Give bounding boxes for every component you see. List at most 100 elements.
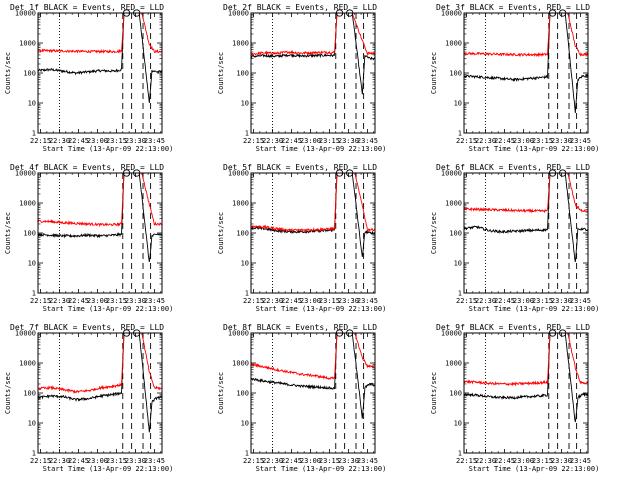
y-tick-label: 100 xyxy=(236,70,249,78)
y-tick-label: 10 xyxy=(241,260,249,268)
y-axis-label: Counts/sec xyxy=(4,212,12,254)
x-tick-label: 22:30 xyxy=(49,457,70,465)
chart-title: Det 6f BLACK = Events, RED = LLD xyxy=(436,163,590,172)
y-tick-label: 1000 xyxy=(445,200,462,208)
chart-panel-5: Det 5f BLACK = Events, RED = LLD Counts/s… xyxy=(217,163,386,313)
x-tick-label: 23:30 xyxy=(338,297,359,305)
y-axis-label: Counts/sec xyxy=(4,52,12,94)
plot-frame xyxy=(463,332,589,454)
y-tick-label: 10000 xyxy=(228,330,249,338)
x-tick-label: 22:15 xyxy=(30,297,51,305)
x-tick-label: 23:00 xyxy=(87,457,108,465)
x-tick-label: 23:15 xyxy=(106,297,127,305)
plot-frame xyxy=(37,12,163,134)
x-axis-label: Start Time (13-Apr-09 22:13:00) xyxy=(43,305,174,313)
y-tick-label: 1000 xyxy=(19,200,36,208)
y-tick-label: 1000 xyxy=(445,360,462,368)
chart-panel-2: Det 2f BLACK = Events, RED = LLD Counts/s… xyxy=(217,3,386,153)
y-tick-label: 10000 xyxy=(228,170,249,178)
y-tick-label: 10000 xyxy=(441,330,462,338)
x-tick-label: 23:15 xyxy=(532,297,553,305)
x-axis-label: Start Time (13-Apr-09 22:13:00) xyxy=(43,145,174,153)
y-tick-label: 10000 xyxy=(15,10,36,18)
y-tick-label: 1 xyxy=(458,450,462,458)
y-tick-label: 10000 xyxy=(441,10,462,18)
chart-panel-4: Det 4f BLACK = Events, RED = LLD Counts/s… xyxy=(4,163,173,313)
x-tick-label: 23:00 xyxy=(300,457,321,465)
series-line-events xyxy=(250,332,375,419)
x-tick-label: 22:45 xyxy=(68,297,89,305)
x-tick-label: 22:15 xyxy=(243,457,264,465)
series-line-events xyxy=(463,12,588,114)
x-tick-label: 22:45 xyxy=(281,137,302,145)
x-tick-label: 22:45 xyxy=(281,457,302,465)
x-tick-label: 22:15 xyxy=(456,297,477,305)
x-tick-label: 23:45 xyxy=(570,137,591,145)
chart-panel-6: Det 6f BLACK = Events, RED = LLD Counts/s… xyxy=(430,163,599,313)
y-tick-label: 1000 xyxy=(232,40,249,48)
x-tick-label: 22:30 xyxy=(475,137,496,145)
chart-title: Det 4f BLACK = Events, RED = LLD xyxy=(10,163,164,172)
y-tick-label: 1000 xyxy=(19,40,36,48)
series-line-events xyxy=(250,172,375,257)
y-tick-label: 100 xyxy=(236,390,249,398)
plot-frame xyxy=(463,12,589,134)
x-axis-label: Start Time (13-Apr-09 22:13:00) xyxy=(469,145,600,153)
series-line-events xyxy=(250,12,375,95)
x-tick-label: 22:45 xyxy=(494,297,515,305)
x-tick-label: 23:30 xyxy=(551,457,572,465)
y-tick-label: 1000 xyxy=(232,360,249,368)
y-tick-label: 1 xyxy=(245,130,249,138)
x-tick-label: 22:45 xyxy=(281,297,302,305)
y-axis-label: Counts/sec xyxy=(430,52,438,94)
y-tick-label: 100 xyxy=(236,230,249,238)
x-axis-label: Start Time (13-Apr-09 22:13:00) xyxy=(43,465,174,473)
y-tick-label: 10 xyxy=(28,260,36,268)
x-tick-label: 23:45 xyxy=(357,297,378,305)
x-tick-label: 22:30 xyxy=(262,457,283,465)
y-tick-label: 10 xyxy=(454,420,462,428)
y-tick-label: 10 xyxy=(28,420,36,428)
x-tick-label: 23:30 xyxy=(338,137,359,145)
x-axis-label: Start Time (13-Apr-09 22:13:00) xyxy=(256,305,387,313)
plot-frame xyxy=(37,332,163,454)
x-tick-label: 22:15 xyxy=(243,137,264,145)
x-axis-label: Start Time (13-Apr-09 22:13:00) xyxy=(469,305,600,313)
y-tick-label: 100 xyxy=(23,230,36,238)
x-axis-label: Start Time (13-Apr-09 22:13:00) xyxy=(469,465,600,473)
x-tick-label: 22:15 xyxy=(30,137,51,145)
y-tick-label: 100 xyxy=(449,230,462,238)
x-tick-label: 23:45 xyxy=(570,297,591,305)
y-tick-label: 10000 xyxy=(441,170,462,178)
x-tick-label: 23:15 xyxy=(106,457,127,465)
x-tick-label: 23:45 xyxy=(144,137,165,145)
x-tick-label: 22:15 xyxy=(243,297,264,305)
chart-title: Det 8f BLACK = Events, RED = LLD xyxy=(223,323,377,332)
series-line-events xyxy=(37,332,162,433)
x-tick-label: 23:00 xyxy=(300,137,321,145)
plot-frame xyxy=(250,172,376,294)
x-tick-label: 22:30 xyxy=(475,297,496,305)
y-axis-label: Counts/sec xyxy=(430,372,438,414)
y-tick-label: 1 xyxy=(245,290,249,298)
x-tick-label: 23:45 xyxy=(357,457,378,465)
x-tick-label: 22:15 xyxy=(456,137,477,145)
chart-panel-8: Det 8f BLACK = Events, RED = LLD Counts/s… xyxy=(217,323,386,473)
x-tick-label: 23:15 xyxy=(319,297,340,305)
x-tick-label: 23:30 xyxy=(551,137,572,145)
x-tick-label: 23:15 xyxy=(532,137,553,145)
chart-panel-7: Det 7f BLACK = Events, RED = LLD Counts/s… xyxy=(4,323,173,473)
series-line-events xyxy=(463,172,588,262)
x-tick-label: 23:15 xyxy=(106,137,127,145)
y-tick-label: 10000 xyxy=(15,170,36,178)
x-tick-label: 22:45 xyxy=(68,457,89,465)
x-tick-label: 22:45 xyxy=(68,137,89,145)
y-tick-label: 100 xyxy=(449,70,462,78)
x-tick-label: 23:15 xyxy=(319,137,340,145)
y-tick-label: 10 xyxy=(454,260,462,268)
x-tick-label: 23:45 xyxy=(570,457,591,465)
y-axis-label: Counts/sec xyxy=(4,372,12,414)
x-tick-label: 22:30 xyxy=(262,137,283,145)
